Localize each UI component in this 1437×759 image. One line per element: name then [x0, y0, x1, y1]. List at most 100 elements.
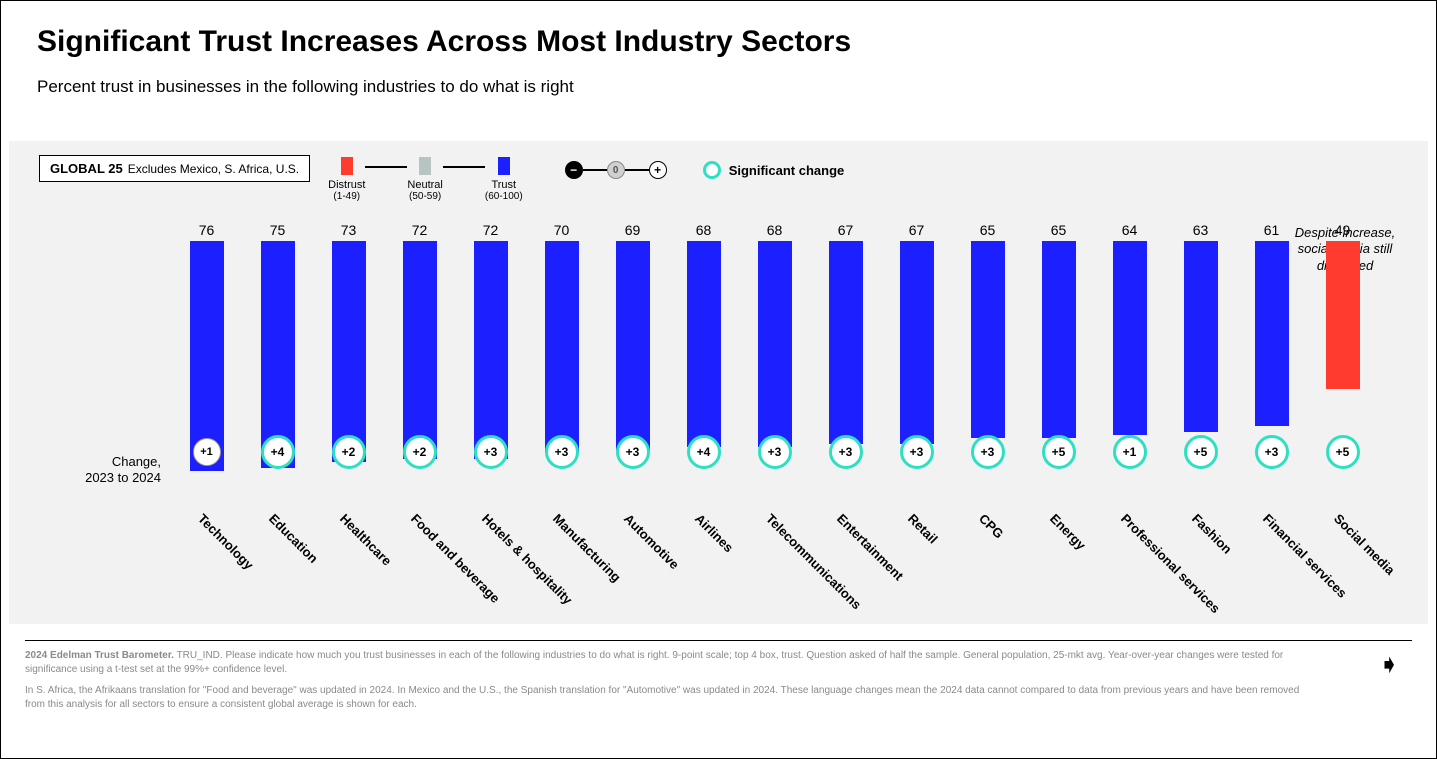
- bar-col: 64+1Professional services: [1094, 222, 1165, 472]
- bar-col: 65+3CPG: [952, 222, 1023, 472]
- change-badge: +2: [403, 435, 437, 469]
- change-badge: +3: [758, 435, 792, 469]
- global-filter-box: GLOBAL 25 Excludes Mexico, S. Africa, U.…: [39, 155, 310, 182]
- change-badge: +5: [1326, 435, 1360, 469]
- bar-col: 73+2Healthcare: [313, 222, 384, 472]
- distrust-label: Distrust: [328, 179, 365, 191]
- chart-body: Change,2023 to 2024 76+1Technology75+4Ed…: [21, 222, 1416, 472]
- bar: [1326, 241, 1360, 389]
- bar-col: 75+4Education: [242, 222, 313, 472]
- legend-distrust: Distrust (1-49): [328, 157, 365, 202]
- change-badge: +3: [474, 435, 508, 469]
- legend-neutral: Neutral (50-59): [407, 157, 442, 202]
- legend-connector: [443, 166, 485, 168]
- change-badge: +3: [829, 435, 863, 469]
- bar: [1184, 241, 1218, 432]
- bar: [829, 241, 863, 444]
- bar: [971, 241, 1005, 438]
- bar-value: 69: [625, 222, 641, 238]
- change-badge: +5: [1042, 435, 1076, 469]
- bar: [900, 241, 934, 444]
- change-badge: +5: [1184, 435, 1218, 469]
- bars-container: 76+1Technology75+4Education73+2Healthcar…: [171, 222, 1416, 472]
- change-badge: +3: [1255, 435, 1289, 469]
- change-badge: +3: [616, 435, 650, 469]
- bar-value: 68: [696, 222, 712, 238]
- bar-value: 68: [767, 222, 783, 238]
- change-badge: +1: [1113, 435, 1147, 469]
- bar-value: 49: [1335, 222, 1351, 238]
- global-filter-bold: GLOBAL 25: [50, 161, 123, 176]
- bar-col: 72+3Hotels & hospitality: [455, 222, 526, 472]
- bar: [1255, 241, 1289, 426]
- bar-value: 65: [980, 222, 996, 238]
- plus-icon: +: [649, 161, 667, 179]
- trust-label: Trust: [491, 179, 516, 191]
- bar: [616, 241, 650, 450]
- bar-value: 63: [1193, 222, 1209, 238]
- legend-connector: [583, 169, 607, 171]
- bar: [332, 241, 366, 462]
- footnote-bold: 2024 Edelman Trust Barometer.: [25, 650, 174, 661]
- bar-col: 61+3Financial services: [1236, 222, 1307, 472]
- footnote-1-text: TRU_IND. Please indicate how much you tr…: [25, 650, 1283, 675]
- change-badge: +4: [687, 435, 721, 469]
- bar: [474, 241, 508, 459]
- page-subtitle: Percent trust in businesses in the follo…: [37, 77, 1400, 97]
- bar: [758, 241, 792, 447]
- next-arrow-icon[interactable]: ➧: [1378, 647, 1400, 682]
- sig-ring-icon: [703, 161, 721, 179]
- legend-row: GLOBAL 25 Excludes Mexico, S. Africa, U.…: [39, 155, 1416, 202]
- change-badge: +1: [193, 438, 221, 466]
- trust-swatch: [498, 157, 510, 175]
- bar-col: 65+5Energy: [1023, 222, 1094, 472]
- neutral-label: Neutral: [407, 179, 442, 191]
- change-axis-label: Change,2023 to 2024: [51, 454, 161, 485]
- bar-value: 61: [1264, 222, 1280, 238]
- bar-value: 64: [1122, 222, 1138, 238]
- bar-value: 73: [341, 222, 357, 238]
- bar-value: 72: [412, 222, 428, 238]
- change-badge: +4: [261, 435, 295, 469]
- trust-range: (60-100): [485, 191, 523, 202]
- bar-col: 63+5Fashion: [1165, 222, 1236, 472]
- minus-icon: −: [565, 161, 583, 179]
- bar: [1113, 241, 1147, 435]
- bar-value: 65: [1051, 222, 1067, 238]
- sig-label: Significant change: [729, 163, 845, 178]
- bar-col: 67+3Retail: [881, 222, 952, 472]
- bar-col: 69+3Automotive: [597, 222, 668, 472]
- bar-col: 70+3Manufacturing: [526, 222, 597, 472]
- change-badge: +3: [900, 435, 934, 469]
- distrust-range: (1-49): [333, 191, 360, 202]
- trust-scale-legend: Distrust (1-49) Neutral (50-59) Trust (6…: [328, 157, 523, 202]
- bar: [261, 241, 295, 468]
- bar-value: 67: [909, 222, 925, 238]
- bar-col: 76+1Technology: [171, 222, 242, 472]
- header: Significant Trust Increases Across Most …: [1, 1, 1436, 105]
- bar-value: 67: [838, 222, 854, 238]
- bar-col: 68+4Airlines: [668, 222, 739, 472]
- change-badge: +3: [545, 435, 579, 469]
- bar: [545, 241, 579, 453]
- bar-value: 72: [483, 222, 499, 238]
- bar-col: 68+3Telecommunications: [739, 222, 810, 472]
- change-badge: +2: [332, 435, 366, 469]
- legend-trust: Trust (60-100): [485, 157, 523, 202]
- bar-value: 76: [199, 222, 215, 238]
- bar: [403, 241, 437, 459]
- change-badge: +3: [971, 435, 1005, 469]
- chart-panel: GLOBAL 25 Excludes Mexico, S. Africa, U.…: [9, 141, 1428, 624]
- footer: 2024 Edelman Trust Barometer. TRU_IND. P…: [25, 640, 1412, 711]
- bar-value: 70: [554, 222, 570, 238]
- neutral-range: (50-59): [409, 191, 441, 202]
- global-filter-light: Excludes Mexico, S. Africa, U.S.: [128, 162, 299, 176]
- bar-col: 72+2Food and beverage: [384, 222, 455, 472]
- bar-col: 67+3Entertainment: [810, 222, 881, 472]
- footnote-2: In S. Africa, the Afrikaans translation …: [25, 684, 1305, 711]
- legend-connector: [625, 169, 649, 171]
- page-title: Significant Trust Increases Across Most …: [37, 25, 1400, 59]
- footnote-1: 2024 Edelman Trust Barometer. TRU_IND. P…: [25, 649, 1305, 676]
- legend-connector: [365, 166, 407, 168]
- bar: [687, 241, 721, 447]
